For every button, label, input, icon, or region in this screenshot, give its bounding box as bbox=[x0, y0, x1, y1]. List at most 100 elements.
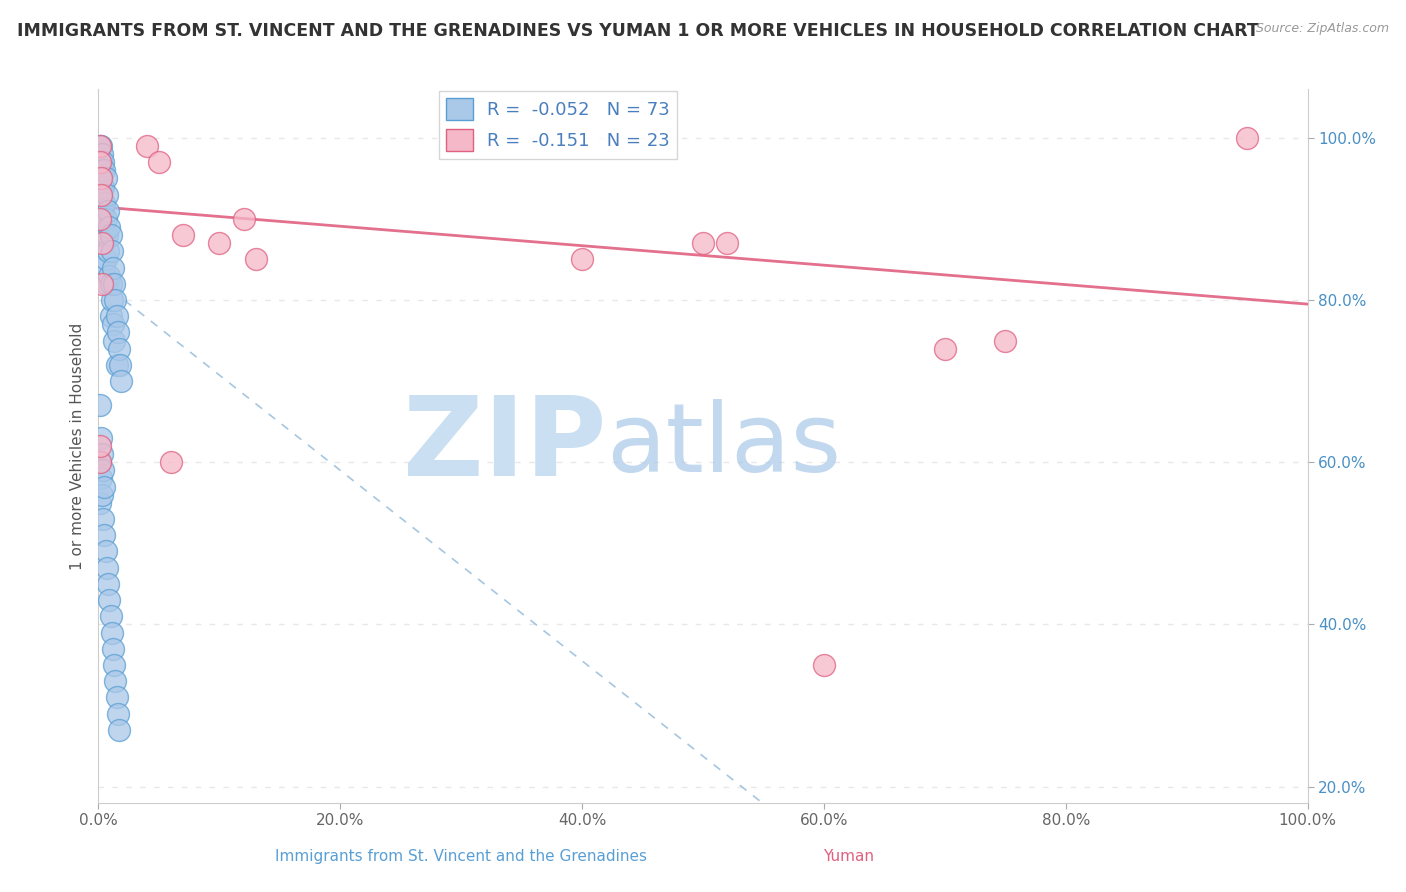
Point bbox=[90, 187, 112, 202]
Point bbox=[89, 455, 111, 469]
Point bbox=[172, 228, 194, 243]
Point bbox=[89, 171, 111, 186]
Point bbox=[93, 228, 115, 243]
Point bbox=[103, 277, 125, 291]
Point bbox=[93, 163, 115, 178]
Point bbox=[100, 293, 122, 307]
Point bbox=[232, 211, 254, 226]
Point bbox=[96, 228, 118, 243]
Point bbox=[716, 236, 738, 251]
Point bbox=[104, 674, 127, 689]
Point bbox=[96, 187, 118, 202]
Point bbox=[91, 203, 114, 218]
Point bbox=[100, 228, 122, 243]
Point bbox=[91, 236, 114, 251]
Point bbox=[90, 171, 112, 186]
Point bbox=[94, 252, 117, 267]
Point bbox=[94, 171, 117, 186]
Point bbox=[91, 179, 114, 194]
Point bbox=[103, 657, 125, 672]
Point bbox=[91, 147, 114, 161]
Point bbox=[91, 228, 114, 243]
Text: atlas: atlas bbox=[606, 400, 841, 492]
Point bbox=[91, 179, 114, 194]
Point bbox=[105, 358, 128, 372]
Point bbox=[93, 528, 115, 542]
Point bbox=[100, 277, 122, 291]
Point bbox=[813, 657, 835, 672]
Point bbox=[692, 236, 714, 251]
Point bbox=[100, 244, 122, 259]
Point bbox=[90, 203, 112, 218]
Point bbox=[97, 577, 120, 591]
Y-axis label: 1 or more Vehicles in Household: 1 or more Vehicles in Household bbox=[69, 322, 84, 570]
Point bbox=[91, 203, 114, 218]
Point bbox=[91, 488, 114, 502]
Text: Immigrants from St. Vincent and the Grenadines: Immigrants from St. Vincent and the Gren… bbox=[276, 849, 647, 864]
Point bbox=[160, 455, 183, 469]
Point bbox=[89, 187, 111, 202]
Point bbox=[107, 326, 129, 340]
Point bbox=[96, 277, 118, 291]
Point bbox=[97, 244, 120, 259]
Point bbox=[107, 706, 129, 721]
Point bbox=[94, 544, 117, 558]
Point bbox=[89, 139, 111, 153]
Point bbox=[89, 155, 111, 169]
Point bbox=[93, 479, 115, 493]
Point bbox=[100, 625, 122, 640]
Point bbox=[148, 155, 170, 169]
Point bbox=[97, 203, 120, 218]
Point bbox=[96, 560, 118, 574]
Point bbox=[108, 358, 131, 372]
Point bbox=[91, 447, 114, 461]
Point bbox=[93, 260, 115, 275]
Point bbox=[89, 496, 111, 510]
Point bbox=[90, 155, 112, 169]
Point bbox=[105, 310, 128, 324]
Point bbox=[94, 211, 117, 226]
Point bbox=[89, 155, 111, 169]
Point bbox=[103, 334, 125, 348]
Point bbox=[89, 455, 111, 469]
Point bbox=[98, 220, 121, 235]
Text: Source: ZipAtlas.com: Source: ZipAtlas.com bbox=[1256, 22, 1389, 36]
Point bbox=[100, 310, 122, 324]
Point bbox=[89, 139, 111, 153]
Point bbox=[994, 334, 1017, 348]
Point bbox=[93, 195, 115, 210]
Point bbox=[91, 512, 114, 526]
Point bbox=[245, 252, 267, 267]
Point bbox=[89, 399, 111, 413]
Point bbox=[100, 609, 122, 624]
Point bbox=[101, 260, 124, 275]
Point bbox=[90, 187, 112, 202]
Point bbox=[110, 374, 132, 388]
Point bbox=[104, 293, 127, 307]
Point bbox=[135, 139, 157, 153]
Point bbox=[108, 342, 131, 356]
Point bbox=[101, 318, 124, 332]
Point bbox=[108, 723, 131, 737]
Point bbox=[571, 252, 593, 267]
Point bbox=[89, 163, 111, 178]
Point bbox=[101, 641, 124, 656]
Point bbox=[90, 220, 112, 235]
Point bbox=[1236, 131, 1258, 145]
Point bbox=[90, 431, 112, 445]
Point bbox=[89, 211, 111, 226]
Point bbox=[90, 171, 112, 186]
Legend: R =  -0.052   N = 73, R =  -0.151   N = 23: R = -0.052 N = 73, R = -0.151 N = 23 bbox=[439, 91, 678, 159]
Point bbox=[91, 463, 114, 477]
Point bbox=[105, 690, 128, 705]
Point bbox=[91, 236, 114, 251]
Text: ZIP: ZIP bbox=[404, 392, 606, 500]
Text: Yuman: Yuman bbox=[823, 849, 873, 864]
Text: IMMIGRANTS FROM ST. VINCENT AND THE GRENADINES VS YUMAN 1 OR MORE VEHICLES IN HO: IMMIGRANTS FROM ST. VINCENT AND THE GREN… bbox=[17, 22, 1258, 40]
Point bbox=[91, 155, 114, 169]
Point bbox=[934, 342, 956, 356]
Point bbox=[208, 236, 231, 251]
Point bbox=[98, 268, 121, 283]
Point bbox=[89, 439, 111, 453]
Point bbox=[90, 471, 112, 485]
